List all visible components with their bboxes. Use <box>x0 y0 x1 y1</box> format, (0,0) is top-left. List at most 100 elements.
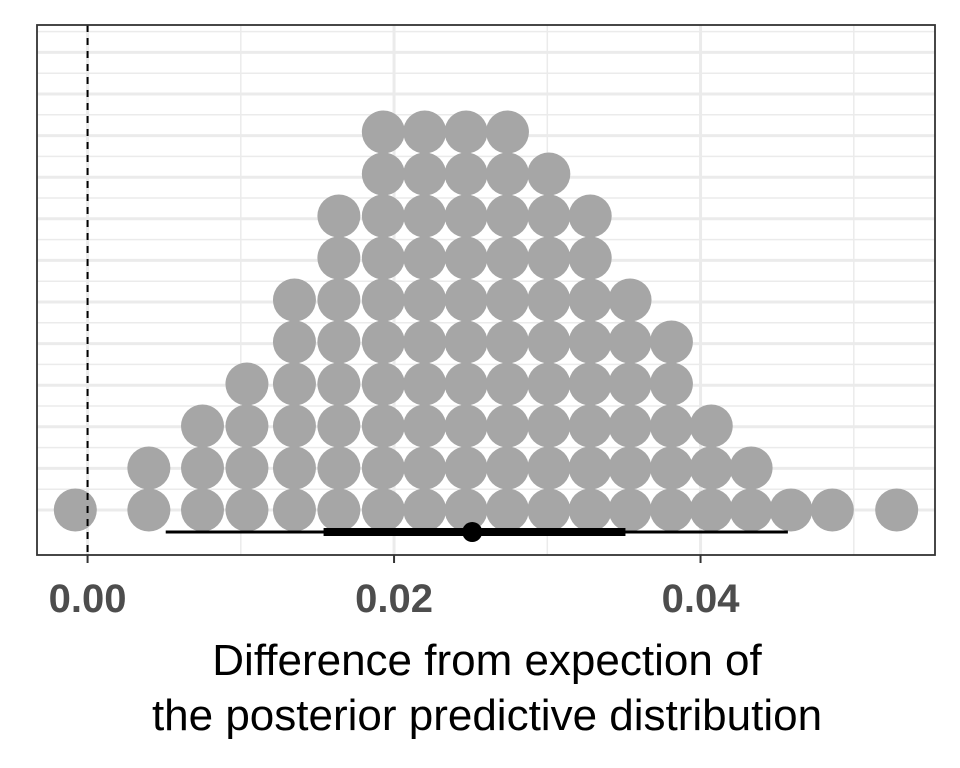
dot-9-3 <box>485 362 529 406</box>
dot-18-0 <box>875 488 919 532</box>
dot-4-2 <box>272 404 316 448</box>
dot-4-0 <box>272 488 316 532</box>
dot-11-1 <box>568 446 612 490</box>
dot-stacks <box>53 110 919 532</box>
dot-0-0 <box>53 488 97 532</box>
dot-5-5 <box>317 278 361 322</box>
dot-8-7 <box>444 194 488 238</box>
dot-14-0 <box>689 488 733 532</box>
x-tick-label-1: 0.02 <box>355 577 433 621</box>
dot-5-6 <box>317 236 361 280</box>
dot-6-6 <box>361 236 405 280</box>
dot-10-3 <box>527 362 571 406</box>
dot-7-5 <box>403 278 447 322</box>
dot-7-4 <box>403 320 447 364</box>
dot-8-9 <box>444 110 488 154</box>
dot-5-7 <box>317 194 361 238</box>
dot-10-5 <box>527 278 571 322</box>
x-axis-title-line2: the posterior predictive distribution <box>152 691 822 740</box>
dot-5-4 <box>317 320 361 364</box>
dot-12-0 <box>608 488 652 532</box>
dot-11-7 <box>568 194 612 238</box>
dot-4-5 <box>272 278 316 322</box>
dot-6-0 <box>361 488 405 532</box>
dot-8-4 <box>444 320 488 364</box>
dot-6-3 <box>361 362 405 406</box>
dot-4-4 <box>272 320 316 364</box>
dot-6-4 <box>361 320 405 364</box>
dot-5-3 <box>317 362 361 406</box>
dot-10-7 <box>527 194 571 238</box>
dot-7-0 <box>403 488 447 532</box>
point-estimate <box>462 522 483 542</box>
dot-2-1 <box>181 446 225 490</box>
dot-7-2 <box>403 404 447 448</box>
dot-15-0 <box>729 488 773 532</box>
dot-8-6 <box>444 236 488 280</box>
dot-6-5 <box>361 278 405 322</box>
dot-3-0 <box>225 488 269 532</box>
dot-9-8 <box>485 152 529 196</box>
dot-10-0 <box>527 488 571 532</box>
x-axis-title-line1: Difference from expection of <box>212 636 762 685</box>
dot-3-1 <box>225 446 269 490</box>
dot-3-2 <box>225 404 269 448</box>
dot-8-0 <box>444 488 488 532</box>
dot-6-2 <box>361 404 405 448</box>
dot-10-6 <box>527 236 571 280</box>
dot-8-8 <box>444 152 488 196</box>
dot-16-0 <box>769 488 813 532</box>
panel-border <box>36 24 936 556</box>
dot-13-2 <box>649 404 693 448</box>
dot-8-2 <box>444 404 488 448</box>
dot-2-0 <box>181 488 225 532</box>
dot-13-1 <box>649 446 693 490</box>
dot-12-4 <box>608 320 652 364</box>
dot-11-0 <box>568 488 612 532</box>
dot-12-3 <box>608 362 652 406</box>
dot-13-0 <box>649 488 693 532</box>
dot-6-9 <box>361 110 405 154</box>
dot-9-0 <box>485 488 529 532</box>
dot-9-7 <box>485 194 529 238</box>
dot-11-2 <box>568 404 612 448</box>
dot-14-2 <box>689 404 733 448</box>
dot-13-3 <box>649 362 693 406</box>
x-tick-label-0: 0.00 <box>49 577 127 621</box>
dot-5-2 <box>317 404 361 448</box>
dot-7-9 <box>403 110 447 154</box>
dot-9-5 <box>485 278 529 322</box>
dot-11-3 <box>568 362 612 406</box>
dot-4-1 <box>272 446 316 490</box>
dot-7-6 <box>403 236 447 280</box>
point-interval <box>165 522 788 542</box>
dot-12-5 <box>608 278 652 322</box>
dot-2-2 <box>181 404 225 448</box>
dot-6-7 <box>361 194 405 238</box>
dot-15-1 <box>729 446 773 490</box>
dot-5-0 <box>317 488 361 532</box>
dot-12-1 <box>608 446 652 490</box>
dot-6-8 <box>361 152 405 196</box>
dot-11-4 <box>568 320 612 364</box>
dot-11-5 <box>568 278 612 322</box>
dot-1-0 <box>127 488 171 532</box>
dot-6-1 <box>361 446 405 490</box>
dot-9-1 <box>485 446 529 490</box>
dot-5-1 <box>317 446 361 490</box>
dot-14-1 <box>689 446 733 490</box>
dot-9-9 <box>485 110 529 154</box>
dot-11-6 <box>568 236 612 280</box>
dot-8-5 <box>444 278 488 322</box>
dot-10-2 <box>527 404 571 448</box>
dot-1-1 <box>127 446 171 490</box>
dot-9-2 <box>485 404 529 448</box>
x-tick-label-2: 0.04 <box>662 577 741 621</box>
dot-10-8 <box>527 152 571 196</box>
x-axis-ticks: 0.00 0.02 0.04 <box>49 555 741 621</box>
dot-7-8 <box>403 152 447 196</box>
dot-12-2 <box>608 404 652 448</box>
dot-7-7 <box>403 194 447 238</box>
dot-13-4 <box>649 320 693 364</box>
dot-7-3 <box>403 362 447 406</box>
